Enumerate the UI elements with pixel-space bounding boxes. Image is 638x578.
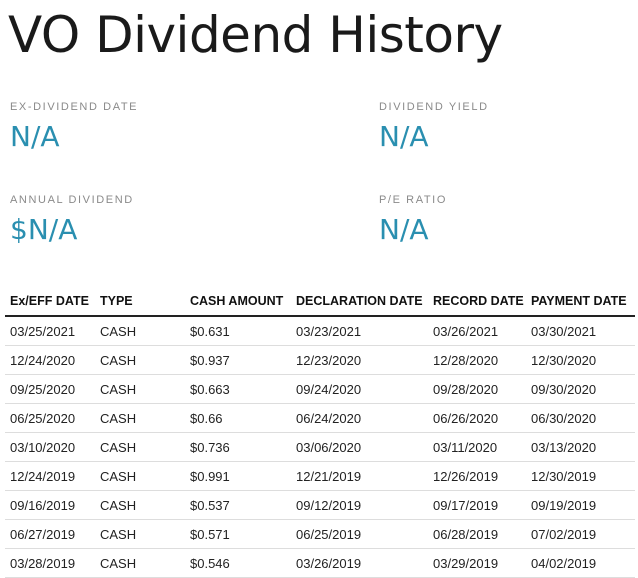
stat-value: $N/A xyxy=(10,213,78,246)
cell-record-date: 03/11/2020 xyxy=(428,432,526,462)
cell-type: CASH xyxy=(95,345,185,375)
cell-record-date: 09/17/2019 xyxy=(428,490,526,520)
table-row: 03/28/2019 CASH $0.546 03/26/2019 03/29/… xyxy=(5,548,635,578)
cell-cash-amount: $0.663 xyxy=(185,374,291,404)
stat-value: N/A xyxy=(379,120,429,153)
table-row: 03/25/2021 CASH $0.631 03/23/2021 03/26/… xyxy=(5,316,635,346)
table-row: 09/16/2019 CASH $0.537 09/12/2019 09/17/… xyxy=(5,490,635,520)
cell-cash-amount: $0.937 xyxy=(185,345,291,375)
column-header-declaration-date[interactable]: DECLARATION DATE xyxy=(291,287,428,317)
stat-label: EX-DIVIDEND DATE xyxy=(10,101,139,113)
cell-record-date: 03/29/2019 xyxy=(428,548,526,578)
table-row: 06/25/2020 CASH $0.66 06/24/2020 06/26/2… xyxy=(5,403,635,433)
cell-ex-eff-date: 03/25/2021 xyxy=(5,316,95,346)
column-header-type[interactable]: TYPE xyxy=(95,287,185,317)
table-header-row: Ex/EFF DATE TYPE CASH AMOUNT DECLARATION… xyxy=(5,287,635,317)
table-row: 12/24/2020 CASH $0.937 12/23/2020 12/28/… xyxy=(5,345,635,375)
cell-ex-eff-date: 06/27/2019 xyxy=(5,519,95,549)
stat-value: N/A xyxy=(10,120,60,153)
cell-declaration-date: 09/12/2019 xyxy=(291,490,428,520)
cell-type: CASH xyxy=(95,403,185,433)
column-header-ex-eff-date[interactable]: Ex/EFF DATE xyxy=(5,287,95,317)
column-header-cash-amount[interactable]: CASH AMOUNT xyxy=(185,287,291,317)
cell-record-date: 12/26/2019 xyxy=(428,461,526,491)
cell-declaration-date: 12/23/2020 xyxy=(291,345,428,375)
cell-cash-amount: $0.537 xyxy=(185,490,291,520)
cell-payment-date: 04/02/2019 xyxy=(526,548,635,578)
column-header-record-date[interactable]: RECORD DATE xyxy=(428,287,526,317)
cell-payment-date: 12/30/2019 xyxy=(526,461,635,491)
cell-ex-eff-date: 03/28/2019 xyxy=(5,548,95,578)
cell-payment-date: 09/30/2020 xyxy=(526,374,635,404)
dividend-history-table: Ex/EFF DATE TYPE CASH AMOUNT DECLARATION… xyxy=(5,287,635,578)
stat-pe-ratio: P/E RATIO N/A xyxy=(379,193,638,247)
table-row: 09/25/2020 CASH $0.663 09/24/2020 09/28/… xyxy=(5,374,635,404)
cell-declaration-date: 06/24/2020 xyxy=(291,403,428,433)
cell-declaration-date: 03/26/2019 xyxy=(291,548,428,578)
stat-annual-dividend: ANNUAL DIVIDEND $N/A xyxy=(10,193,270,247)
stat-label: DIVIDEND YIELD xyxy=(379,101,489,113)
stat-ex-dividend-date: EX-DIVIDEND DATE N/A xyxy=(10,100,270,154)
cell-cash-amount: $0.631 xyxy=(185,316,291,346)
table-row: 06/27/2019 CASH $0.571 06/25/2019 06/28/… xyxy=(5,519,635,549)
cell-payment-date: 06/30/2020 xyxy=(526,403,635,433)
cell-type: CASH xyxy=(95,461,185,491)
stat-value: N/A xyxy=(379,213,429,246)
cell-type: CASH xyxy=(95,316,185,346)
cell-record-date: 03/26/2021 xyxy=(428,316,526,346)
stat-label: ANNUAL DIVIDEND xyxy=(10,194,134,206)
cell-type: CASH xyxy=(95,548,185,578)
cell-ex-eff-date: 03/10/2020 xyxy=(5,432,95,462)
cell-ex-eff-date: 09/25/2020 xyxy=(5,374,95,404)
cell-cash-amount: $0.736 xyxy=(185,432,291,462)
cell-type: CASH xyxy=(95,432,185,462)
column-header-payment-date[interactable]: PAYMENT DATE xyxy=(526,287,635,317)
cell-payment-date: 09/19/2019 xyxy=(526,490,635,520)
cell-cash-amount: $0.66 xyxy=(185,403,291,433)
cell-ex-eff-date: 09/16/2019 xyxy=(5,490,95,520)
cell-record-date: 12/28/2020 xyxy=(428,345,526,375)
cell-cash-amount: $0.991 xyxy=(185,461,291,491)
cell-ex-eff-date: 06/25/2020 xyxy=(5,403,95,433)
cell-declaration-date: 03/23/2021 xyxy=(291,316,428,346)
cell-declaration-date: 06/25/2019 xyxy=(291,519,428,549)
cell-record-date: 06/26/2020 xyxy=(428,403,526,433)
cell-payment-date: 03/30/2021 xyxy=(526,316,635,346)
cell-type: CASH xyxy=(95,374,185,404)
cell-record-date: 06/28/2019 xyxy=(428,519,526,549)
cell-payment-date: 07/02/2019 xyxy=(526,519,635,549)
cell-ex-eff-date: 12/24/2020 xyxy=(5,345,95,375)
stat-label: P/E RATIO xyxy=(379,194,447,206)
cell-declaration-date: 09/24/2020 xyxy=(291,374,428,404)
cell-cash-amount: $0.546 xyxy=(185,548,291,578)
table-row: 12/24/2019 CASH $0.991 12/21/2019 12/26/… xyxy=(5,461,635,491)
cell-payment-date: 12/30/2020 xyxy=(526,345,635,375)
cell-record-date: 09/28/2020 xyxy=(428,374,526,404)
stat-dividend-yield: DIVIDEND YIELD N/A xyxy=(379,100,638,154)
page-title: VO Dividend History xyxy=(8,6,503,64)
cell-type: CASH xyxy=(95,519,185,549)
table-row: 03/10/2020 CASH $0.736 03/06/2020 03/11/… xyxy=(5,432,635,462)
cell-type: CASH xyxy=(95,490,185,520)
cell-declaration-date: 12/21/2019 xyxy=(291,461,428,491)
cell-declaration-date: 03/06/2020 xyxy=(291,432,428,462)
cell-cash-amount: $0.571 xyxy=(185,519,291,549)
cell-ex-eff-date: 12/24/2019 xyxy=(5,461,95,491)
cell-payment-date: 03/13/2020 xyxy=(526,432,635,462)
